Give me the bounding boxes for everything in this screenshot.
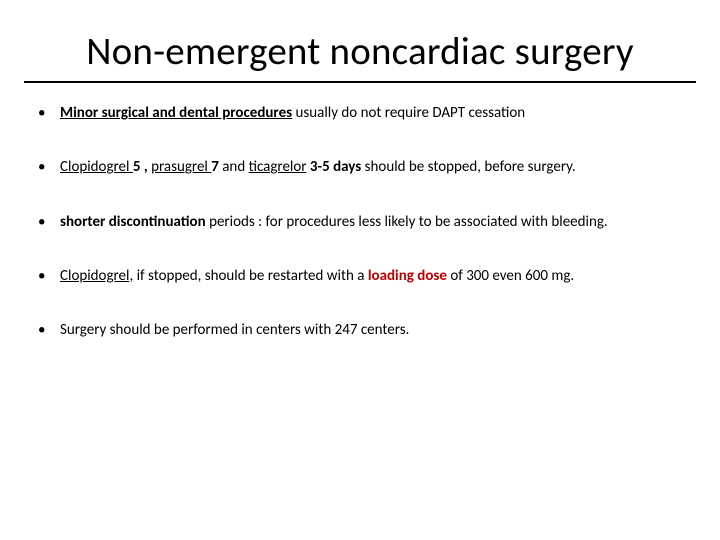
- text-run: ticagrelor: [249, 158, 307, 176]
- text-run: loading dose: [368, 267, 447, 285]
- bullet-list: Minor surgical and dental procedures usu…: [24, 103, 696, 340]
- slide: Non-emergent noncardiac surgery Minor su…: [0, 0, 720, 540]
- text-run: shorter discontinuation: [60, 213, 206, 231]
- bullet-item: Minor surgical and dental procedures usu…: [32, 103, 696, 123]
- text-run: should be stopped, before surgery.: [361, 158, 575, 176]
- bullet-item: Clopidogrel 5 , prasugrel 7 and ticagrel…: [32, 157, 696, 177]
- text-run: 3-5 days: [307, 158, 362, 176]
- text-run: if stopped, should be restarted with a: [133, 267, 368, 285]
- text-run: Surgery should be performed in centers w…: [60, 321, 409, 339]
- text-run: Clopidogrel,: [60, 267, 133, 285]
- title-underline: [24, 81, 696, 83]
- text-run: periods : for procedures less likely to …: [206, 213, 608, 231]
- text-run: prasugrel: [151, 158, 211, 176]
- slide-title: Non-emergent noncardiac surgery: [24, 28, 696, 75]
- text-run: 7: [211, 158, 222, 176]
- text-run: usually do not require DAPT cessation: [292, 104, 525, 122]
- text-run: and: [222, 158, 248, 176]
- bullet-item: Clopidogrel, if stopped, should be resta…: [32, 266, 696, 286]
- text-run: of 300 even 600 mg.: [447, 267, 574, 285]
- text-run: Minor surgical and dental procedures: [60, 104, 292, 122]
- bullet-item: Surgery should be performed in centers w…: [32, 320, 696, 340]
- text-run: 5: [133, 158, 144, 176]
- bullet-item: shorter discontinuation periods : for pr…: [32, 212, 696, 232]
- text-run: Clopidogrel: [60, 158, 133, 176]
